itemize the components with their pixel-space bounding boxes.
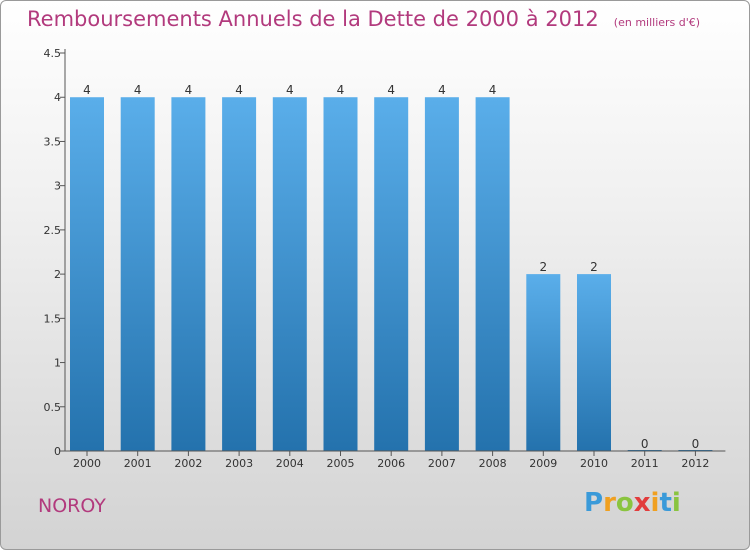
y-tick-label: 3: [54, 180, 61, 193]
x-tick-label: 2002: [174, 457, 202, 470]
logo-letter: i: [671, 488, 681, 518]
x-tick-label: 2000: [73, 457, 101, 470]
x-tick-label: 2008: [479, 457, 507, 470]
y-tick-label: 4: [54, 91, 61, 104]
data-label: 4: [134, 83, 142, 97]
x-tick-label: 2006: [377, 457, 405, 470]
data-label: 2: [539, 260, 547, 274]
bar: [374, 97, 409, 451]
x-tick-label: 2009: [529, 457, 557, 470]
x-axis: 2000 2001 2002 2003 2004 2005 2006 2007 2008 2009…: [65, 450, 726, 470]
bar: [424, 97, 459, 451]
data-label: 4: [489, 83, 497, 97]
data-label: 4: [185, 83, 193, 97]
logo-letter: t: [659, 488, 672, 518]
title-block: Remboursements Annuels de la Dette de 20…: [27, 7, 700, 31]
x-tick-label: 2001: [124, 457, 152, 470]
bar: [577, 274, 611, 451]
y-tick-label: 1: [54, 357, 61, 370]
data-label: 0: [692, 437, 700, 451]
bars-group: 4 4 4 4 4 4 4 4 4 2 2 0 0: [70, 83, 713, 451]
bar: [272, 97, 307, 451]
x-tick-label: 2003: [225, 457, 253, 470]
bar: [171, 97, 206, 451]
logo-letter: o: [615, 488, 634, 518]
chart-title: Remboursements Annuels de la Dette de 20…: [27, 7, 599, 31]
bar: [120, 97, 155, 451]
proxiti-logo: Proxiti: [584, 488, 681, 518]
logo-letter: r: [603, 488, 616, 518]
x-tick-label: 2011: [631, 457, 659, 470]
logo-letter: P: [584, 488, 604, 518]
bar: [475, 97, 510, 451]
data-label: 4: [286, 83, 294, 97]
y-tick-label: 3.5: [44, 135, 62, 148]
data-label: 4: [387, 83, 395, 97]
bar: [526, 274, 561, 451]
y-axis: 0 0.5 1 1.5 2 2.5 3 3.5 4 4.5: [44, 47, 66, 458]
y-tick-label: 1.5: [44, 312, 62, 325]
bar: [70, 97, 104, 451]
bar: [222, 97, 257, 451]
logo-letter: x: [633, 488, 651, 518]
logo-letter: i: [650, 488, 660, 518]
y-tick-label: 2.5: [44, 224, 62, 237]
data-label: 4: [235, 83, 243, 97]
y-tick-label: 4.5: [44, 47, 62, 60]
x-tick-label: 2007: [428, 457, 456, 470]
x-tick-label: 2012: [681, 457, 709, 470]
data-label: 2: [590, 260, 598, 274]
x-tick-label: 2004: [276, 457, 304, 470]
y-tick-label: 0: [54, 445, 61, 458]
y-tick-label: 0.5: [44, 401, 62, 414]
x-tick-label: 2005: [327, 457, 355, 470]
y-tick-label: 2: [54, 268, 61, 281]
data-label: 4: [83, 83, 91, 97]
chart-subtitle: (en milliers d'€): [613, 16, 701, 29]
data-label: 4: [337, 83, 345, 97]
bar: [323, 97, 358, 451]
x-tick-label: 2010: [580, 457, 608, 470]
data-label: 4: [438, 83, 446, 97]
commune-name: NOROY: [38, 495, 106, 517]
data-label: 0: [641, 437, 649, 451]
